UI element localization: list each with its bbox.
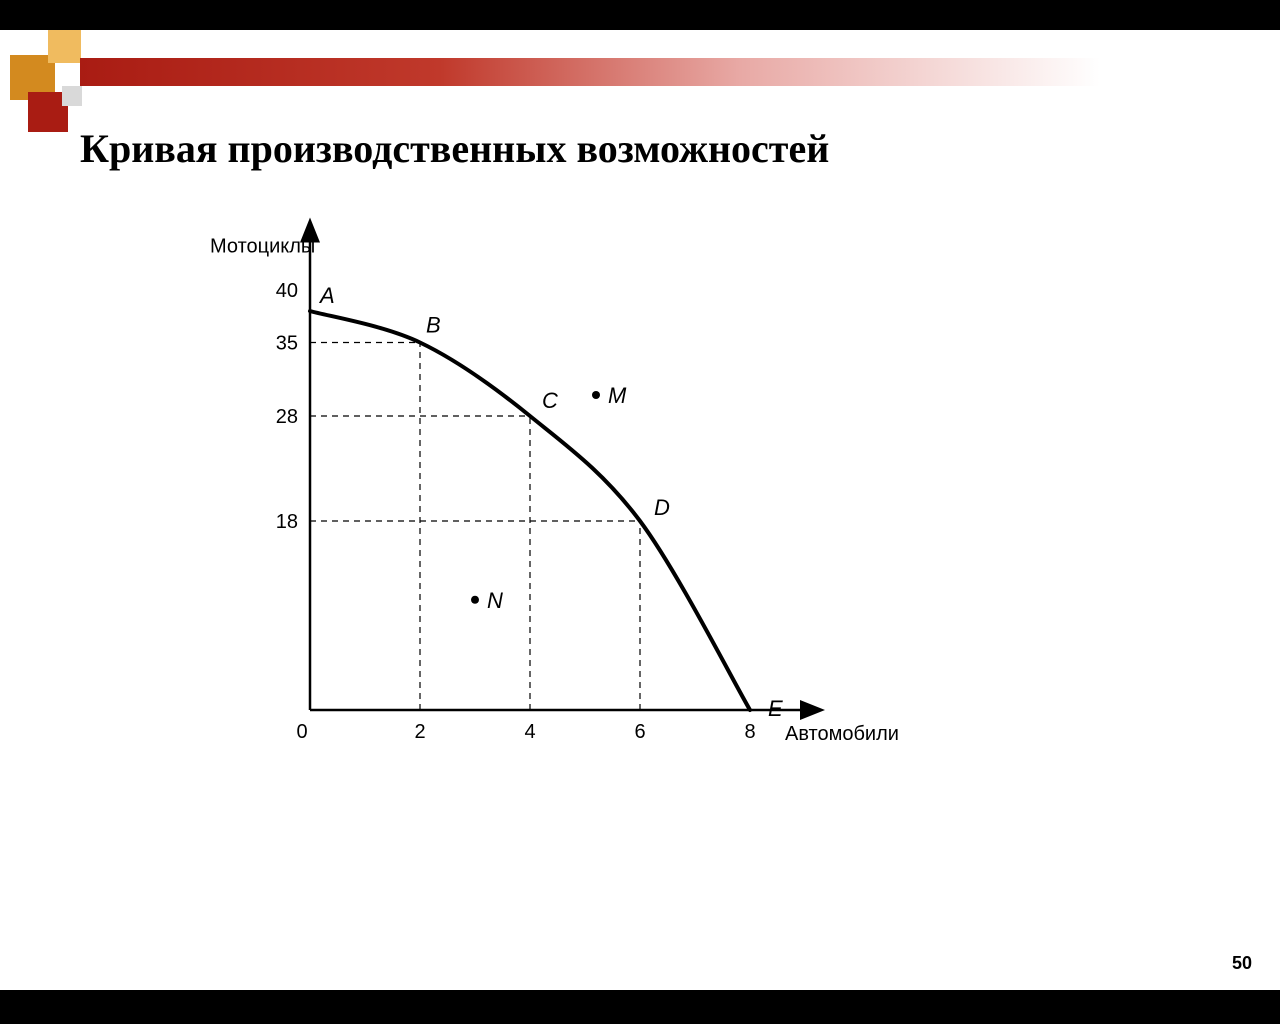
y-tick: 18 [276, 511, 298, 533]
deco-square [48, 30, 81, 63]
origin-label: 0 [296, 721, 307, 743]
ppf-chart: Мотоциклы Автомобили 0 2 4 6 8 18 28 35 40 A B C D E M N [105, 210, 905, 770]
x-tick: 6 [634, 721, 645, 743]
x-tick: 4 [524, 721, 535, 743]
y-axis-label: Мотоциклы [210, 236, 315, 258]
header-red-bar [80, 58, 1280, 86]
y-tick: 40 [276, 280, 298, 302]
header-deco-squares [0, 30, 80, 160]
curve-point-label: D [654, 495, 670, 520]
slide: Кривая производственных возможностей Мот… [0, 30, 1280, 990]
y-tick: 28 [276, 406, 298, 428]
curve-point-label: B [426, 313, 441, 338]
free-point-label: N [487, 588, 503, 613]
x-tick: 8 [744, 721, 755, 743]
y-tick: 35 [276, 333, 298, 355]
curve-point-label: A [318, 283, 335, 308]
curve-point-label: C [542, 388, 558, 413]
x-axis-label: Автомобили [785, 723, 899, 745]
deco-square [62, 86, 82, 106]
curve-point-label: E [768, 696, 783, 721]
free-point-label: M [608, 383, 627, 408]
x-tick: 2 [414, 721, 425, 743]
free-point [592, 391, 600, 399]
page-number: 50 [1232, 953, 1252, 974]
slide-title: Кривая производственных возможностей [80, 125, 829, 172]
free-point [471, 596, 479, 604]
